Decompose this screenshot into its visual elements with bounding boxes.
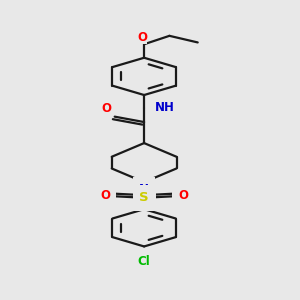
- Text: NH: NH: [155, 100, 175, 113]
- Text: O: O: [102, 102, 112, 116]
- Text: S: S: [139, 191, 149, 204]
- Text: N: N: [139, 183, 149, 196]
- Text: O: O: [178, 189, 188, 202]
- Text: O: O: [100, 189, 110, 202]
- Text: Cl: Cl: [138, 256, 151, 268]
- Text: O: O: [137, 31, 147, 44]
